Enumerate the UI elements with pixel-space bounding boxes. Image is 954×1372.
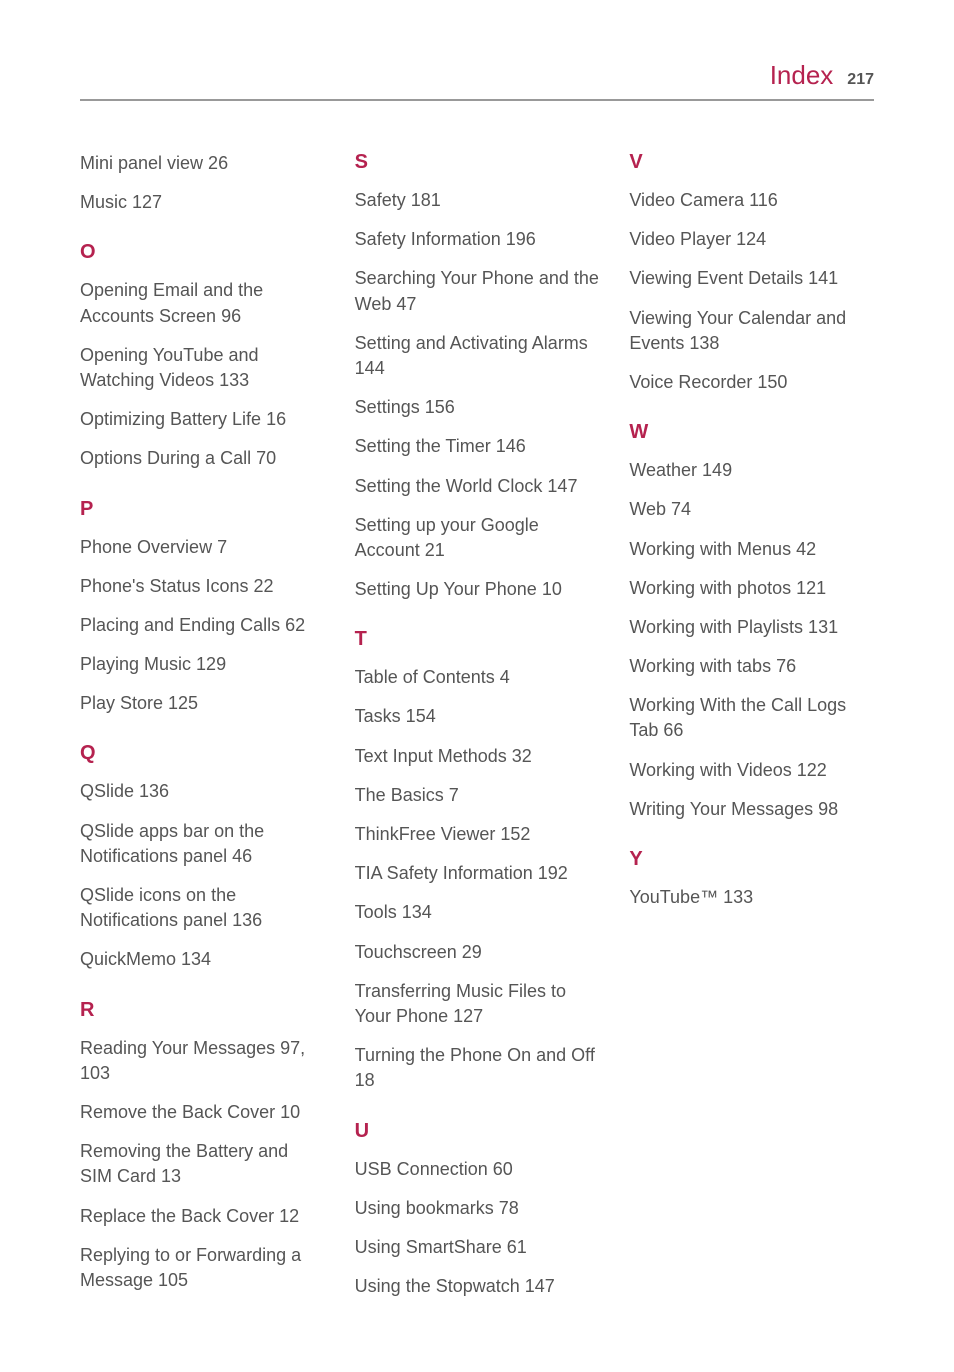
index-entry: Transferring Music Files to Your Phone 1… xyxy=(355,979,600,1029)
index-entry: Text Input Methods 32 xyxy=(355,744,600,769)
index-content: Mini panel view 26 Music 127 O Opening Emai… xyxy=(80,151,874,1313)
index-entry: Opening Email and the Accounts Screen 96 xyxy=(80,278,325,328)
index-entry: Table of Contents 4 xyxy=(355,665,600,690)
header-page-number: 217 xyxy=(847,71,874,89)
section-letter-p: P xyxy=(80,498,325,521)
index-entry: Viewing Your Calendar and Events 138 xyxy=(629,306,874,356)
index-entry: Safety 181 xyxy=(355,188,600,213)
section-letter-t: T xyxy=(355,628,600,651)
section-letter-y: Y xyxy=(629,848,874,871)
index-entry: Working with Playlists 131 xyxy=(629,615,874,640)
index-entry: Setting up your Google Account 21 xyxy=(355,513,600,563)
index-entry: ThinkFree Viewer 152 xyxy=(355,822,600,847)
index-entry: Working with Menus 42 xyxy=(629,537,874,562)
index-entry: Web 74 xyxy=(629,497,874,522)
index-entry: Working with tabs 76 xyxy=(629,654,874,679)
index-entry: Searching Your Phone and the Web 47 xyxy=(355,266,600,316)
index-entry: Replying to or Forwarding a Message 105 xyxy=(80,1243,325,1293)
index-entry: Opening YouTube and Watching Videos 133 xyxy=(80,343,325,393)
index-entry: Settings 156 xyxy=(355,395,600,420)
index-entry: Mini panel view 26 xyxy=(80,151,325,176)
index-entry: Setting Up Your Phone 10 xyxy=(355,577,600,602)
index-entry: Options During a Call 70 xyxy=(80,446,325,471)
index-entry: Music 127 xyxy=(80,190,325,215)
index-entry: Working With the Call Logs Tab 66 xyxy=(629,693,874,743)
index-entry: Setting the Timer 146 xyxy=(355,434,600,459)
index-entry: Video Player 124 xyxy=(629,227,874,252)
index-entry: Touchscreen 29 xyxy=(355,940,600,965)
index-entry: Reading Your Messages 97, 103 xyxy=(80,1036,325,1086)
column-1: Mini panel view 26 Music 127 O Opening Emai… xyxy=(80,151,325,1313)
section-letter-o: O xyxy=(80,241,325,264)
index-entry: TIA Safety Information 192 xyxy=(355,861,600,886)
section-letter-v: V xyxy=(629,151,874,174)
page-header: Index 217 xyxy=(80,60,874,101)
header-title: Index xyxy=(770,60,834,91)
index-entry: Phone Overview 7 xyxy=(80,535,325,560)
index-entry: Working with Videos 122 xyxy=(629,758,874,783)
index-entry: Optimizing Battery Life 16 xyxy=(80,407,325,432)
index-entry: The Basics 7 xyxy=(355,783,600,808)
index-entry: QuickMemo 134 xyxy=(80,947,325,972)
column-3: V Video Camera 116 Video Player 124 Viewing… xyxy=(629,151,874,1313)
index-entry: Weather 149 xyxy=(629,458,874,483)
index-entry: Using SmartShare 61 xyxy=(355,1235,600,1260)
index-entry: QSlide icons on the Notifications panel … xyxy=(80,883,325,933)
index-entry: QSlide 136 xyxy=(80,779,325,804)
section-letter-r: R xyxy=(80,999,325,1022)
index-entry: Play Store 125 xyxy=(80,691,325,716)
index-entry: Phone's Status Icons 22 xyxy=(80,574,325,599)
index-entry: Safety Information 196 xyxy=(355,227,600,252)
index-entry: Placing and Ending Calls 62 xyxy=(80,613,325,638)
index-entry: Remove the Back Cover 10 xyxy=(80,1100,325,1125)
section-letter-w: W xyxy=(629,421,874,444)
column-2: S Safety 181 Safety Information 196 Searchi… xyxy=(355,151,600,1313)
index-entry: YouTube™ 133 xyxy=(629,885,874,910)
index-entry: USB Connection 60 xyxy=(355,1157,600,1182)
section-letter-q: Q xyxy=(80,742,325,765)
index-entry: Replace the Back Cover 12 xyxy=(80,1204,325,1229)
index-entry: Writing Your Messages 98 xyxy=(629,797,874,822)
index-entry: Removing the Battery and SIM Card 13 xyxy=(80,1139,325,1189)
index-entry: Viewing Event Details 141 xyxy=(629,266,874,291)
section-letter-u: U xyxy=(355,1120,600,1143)
index-entry: Tools 134 xyxy=(355,900,600,925)
index-entry: Tasks 154 xyxy=(355,704,600,729)
index-entry: Playing Music 129 xyxy=(80,652,325,677)
index-entry: Voice Recorder 150 xyxy=(629,370,874,395)
index-entry: QSlide apps bar on the Notifications pan… xyxy=(80,819,325,869)
index-entry: Setting and Activating Alarms 144 xyxy=(355,331,600,381)
index-entry: Using the Stopwatch 147 xyxy=(355,1274,600,1299)
index-entry: Setting the World Clock 147 xyxy=(355,474,600,499)
index-entry: Using bookmarks 78 xyxy=(355,1196,600,1221)
index-entry: Working with photos 121 xyxy=(629,576,874,601)
section-letter-s: S xyxy=(355,151,600,174)
index-entry: Video Camera 116 xyxy=(629,188,874,213)
index-entry: Turning the Phone On and Off 18 xyxy=(355,1043,600,1093)
